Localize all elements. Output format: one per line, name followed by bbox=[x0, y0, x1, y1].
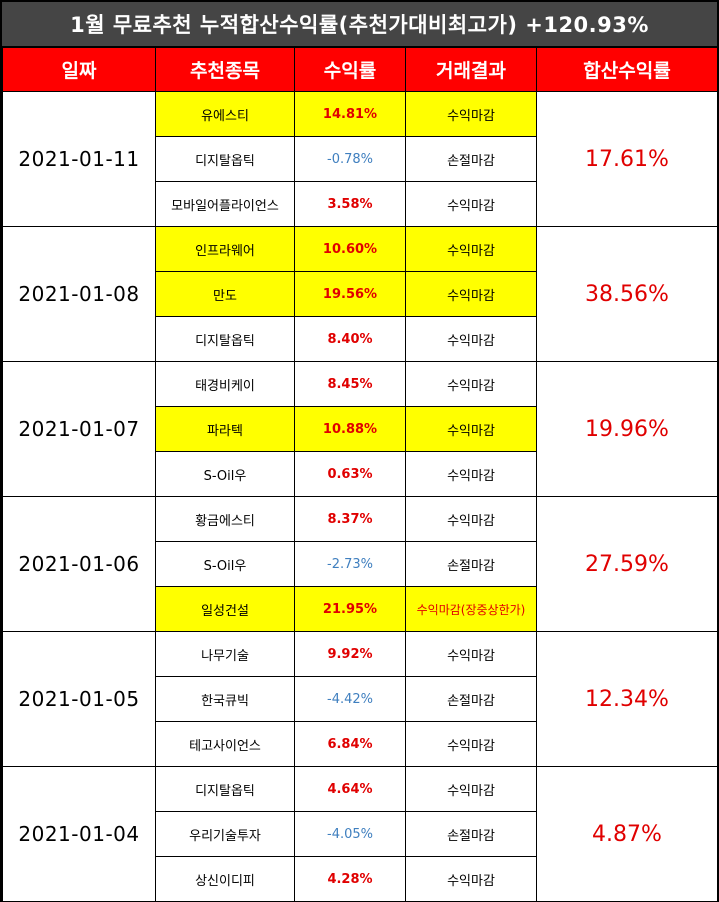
group-total-return: 4.87% bbox=[536, 766, 718, 902]
return-value: 8.37% bbox=[294, 496, 406, 542]
group-total-return: 19.96% bbox=[536, 361, 718, 497]
header-return: 수익률 bbox=[294, 47, 406, 92]
return-value: -0.78% bbox=[294, 136, 406, 182]
trade-result: 손절마감 bbox=[405, 811, 537, 857]
return-value: 4.64% bbox=[294, 766, 406, 812]
recommendation-table: 일짜 추천종목 수익률 거래결과 합산수익률 2021-01-11 유에스티 14.… bbox=[2, 47, 718, 902]
stock-name: 나무기술 bbox=[155, 631, 295, 677]
group-total-return: 38.56% bbox=[536, 226, 718, 362]
table-row: 한국큐빅 -4.42% 손절마감 bbox=[3, 676, 718, 722]
trade-result: 손절마감 bbox=[405, 541, 537, 587]
stock-name: 파라텍 bbox=[155, 406, 295, 452]
trade-result: 수익마감 bbox=[405, 406, 537, 452]
stock-name: 태경비케이 bbox=[155, 361, 295, 407]
return-value: 3.58% bbox=[294, 181, 406, 227]
group-date: 2021-01-06 bbox=[2, 496, 156, 632]
trade-result: 수익마감 bbox=[405, 496, 537, 542]
stock-name: 황금에스티 bbox=[155, 496, 295, 542]
trade-result: 수익마감 bbox=[405, 631, 537, 677]
trade-result: 수익마감 bbox=[405, 91, 537, 137]
table-row: 모바일어플라이언스 3.58% 수익마감 bbox=[3, 181, 718, 227]
return-value: -4.05% bbox=[294, 811, 406, 857]
stock-name: 디지탈옵틱 bbox=[155, 766, 295, 812]
table-row: 디지탈옵틱 -0.78% 손절마감 bbox=[3, 136, 718, 182]
stock-name: S-Oil우 bbox=[155, 541, 295, 587]
trade-result: 수익마감 bbox=[405, 226, 537, 272]
table-row: 일성건설 21.95% 수익마감(장중상한가) bbox=[3, 586, 718, 632]
group-date: 2021-01-07 bbox=[2, 361, 156, 497]
table-row: S-Oil우 0.63% 수익마감 bbox=[3, 451, 718, 497]
page-title: 1월 무료추천 누적합산수익률(추천가대비최고가) +120.93% bbox=[2, 2, 717, 46]
return-value: 10.60% bbox=[294, 226, 406, 272]
header-date: 일짜 bbox=[2, 47, 156, 92]
header-result: 거래결과 bbox=[405, 47, 537, 92]
stock-name: 인프라웨어 bbox=[155, 226, 295, 272]
return-value: 9.92% bbox=[294, 631, 406, 677]
table-row: 만도 19.56% 수익마감 bbox=[3, 271, 718, 317]
table-row: 상신이디피 4.28% 수익마감 bbox=[3, 856, 718, 902]
group-total-return: 12.34% bbox=[536, 631, 718, 767]
trade-result: 수익마감 bbox=[405, 316, 537, 362]
table-row: 테고사이언스 6.84% 수익마감 bbox=[3, 721, 718, 767]
table-row: 2021-01-06 황금에스티 8.37% 수익마감 27.59% bbox=[2, 496, 718, 632]
table-row: 우리기술투자 -4.05% 손절마감 bbox=[3, 811, 718, 857]
return-value: 21.95% bbox=[294, 586, 406, 632]
stock-name: 일성건설 bbox=[155, 586, 295, 632]
table-row: 2021-01-04 디지탈옵틱 4.64% 수익마감 4.87% bbox=[2, 766, 718, 902]
stock-name: 디지탈옵틱 bbox=[155, 316, 295, 362]
trade-result: 수익마감 bbox=[405, 721, 537, 767]
trade-result: 수익마감 bbox=[405, 766, 537, 812]
trade-result: 손절마감 bbox=[405, 676, 537, 722]
table-row: 2021-01-07 태경비케이 8.45% 수익마감 19.96% bbox=[2, 361, 718, 497]
trade-result: 수익마감 bbox=[405, 361, 537, 407]
return-value: 8.40% bbox=[294, 316, 406, 362]
trade-result: 수익마감 bbox=[405, 451, 537, 497]
return-value: 14.81% bbox=[294, 91, 406, 137]
stock-name: 디지탈옵틱 bbox=[155, 136, 295, 182]
header-total: 합산수익률 bbox=[536, 47, 718, 92]
table-body: 2021-01-11 유에스티 14.81% 수익마감 17.61% 디지탈옵틱 -0.78… bbox=[2, 91, 718, 902]
return-value: 10.88% bbox=[294, 406, 406, 452]
return-value: -2.73% bbox=[294, 541, 406, 587]
return-value: -4.42% bbox=[294, 676, 406, 722]
table-row: S-Oil우 -2.73% 손절마감 bbox=[3, 541, 718, 587]
return-value: 4.28% bbox=[294, 856, 406, 902]
stock-name: 모바일어플라이언스 bbox=[155, 181, 295, 227]
group-date: 2021-01-05 bbox=[2, 631, 156, 767]
header-row: 일짜 추천종목 수익률 거래결과 합산수익률 bbox=[2, 47, 718, 92]
stock-name: 만도 bbox=[155, 271, 295, 317]
trade-result: 수익마감 bbox=[405, 271, 537, 317]
stock-name: 우리기술투자 bbox=[155, 811, 295, 857]
return-value: 6.84% bbox=[294, 721, 406, 767]
stock-name: S-Oil우 bbox=[155, 451, 295, 497]
table-row: 2021-01-08 인프라웨어 10.60% 수익마감 38.56% bbox=[2, 226, 718, 362]
trade-result: 손절마감 bbox=[405, 136, 537, 182]
group-date: 2021-01-11 bbox=[2, 91, 156, 227]
stock-name: 유에스티 bbox=[155, 91, 295, 137]
table-row: 파라텍 10.88% 수익마감 bbox=[3, 406, 718, 452]
return-value: 0.63% bbox=[294, 451, 406, 497]
group-total-return: 17.61% bbox=[536, 91, 718, 227]
group-total-return: 27.59% bbox=[536, 496, 718, 632]
table-row: 디지탈옵틱 8.40% 수익마감 bbox=[3, 316, 718, 362]
stock-name: 상신이디피 bbox=[155, 856, 295, 902]
return-value: 8.45% bbox=[294, 361, 406, 407]
table-row: 2021-01-05 나무기술 9.92% 수익마감 12.34% bbox=[2, 631, 718, 767]
header-stock: 추천종목 bbox=[155, 47, 295, 92]
trade-result: 수익마감 bbox=[405, 181, 537, 227]
group-date: 2021-01-08 bbox=[2, 226, 156, 362]
stock-name: 테고사이언스 bbox=[155, 721, 295, 767]
trade-result: 수익마감 bbox=[405, 856, 537, 902]
return-value: 19.56% bbox=[294, 271, 406, 317]
group-date: 2021-01-04 bbox=[2, 766, 156, 902]
table-row: 2021-01-11 유에스티 14.81% 수익마감 17.61% bbox=[2, 91, 718, 227]
trade-result: 수익마감(장중상한가) bbox=[405, 586, 537, 632]
stock-name: 한국큐빅 bbox=[155, 676, 295, 722]
